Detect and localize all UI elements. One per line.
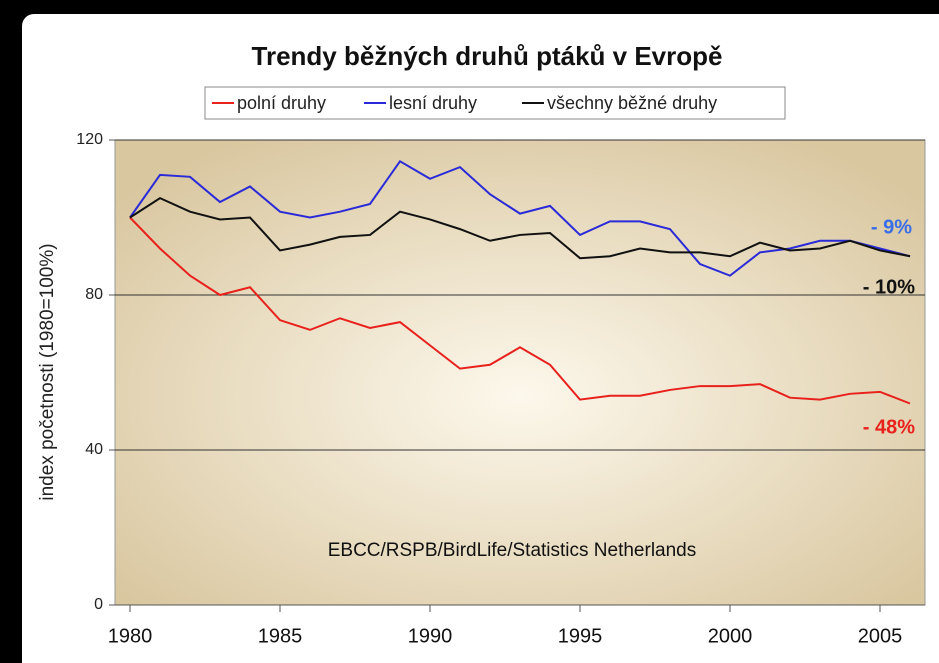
annotation: - 10%	[863, 276, 915, 298]
legend	[204, 86, 786, 120]
legend-label: lesní druhy	[389, 93, 477, 113]
source: EBCC/RSPB/BirdLife/Statistics Netherland…	[328, 540, 697, 561]
y-tick-label: 40	[85, 441, 103, 458]
x-tick-label: 2000	[708, 625, 753, 647]
chart-title: Trendy běžných druhů ptáků v Evropě	[252, 41, 723, 71]
x-tick-label: 1990	[408, 625, 453, 647]
annotation: - 9%	[871, 216, 912, 238]
legend-label: všechny běžné druhy	[547, 93, 717, 113]
y-tick-label: 80	[85, 286, 103, 303]
y-tick-label: 120	[76, 131, 103, 148]
x-tick-label: 2005	[858, 625, 903, 647]
series-line	[129, 159, 911, 277]
y-tick-label: 0	[94, 596, 103, 613]
x-tick-label: 1980	[108, 625, 153, 647]
x-tick-label: 1985	[258, 625, 303, 647]
x-tick-label: 1995	[558, 625, 603, 647]
plot-area	[114, 139, 926, 606]
legend-label: polní druhy	[237, 93, 326, 113]
series-line	[129, 196, 911, 260]
series-line	[129, 216, 911, 405]
y-axis-label: index početnosti (1980=100%)	[37, 243, 58, 500]
annotation: - 48%	[863, 416, 915, 438]
